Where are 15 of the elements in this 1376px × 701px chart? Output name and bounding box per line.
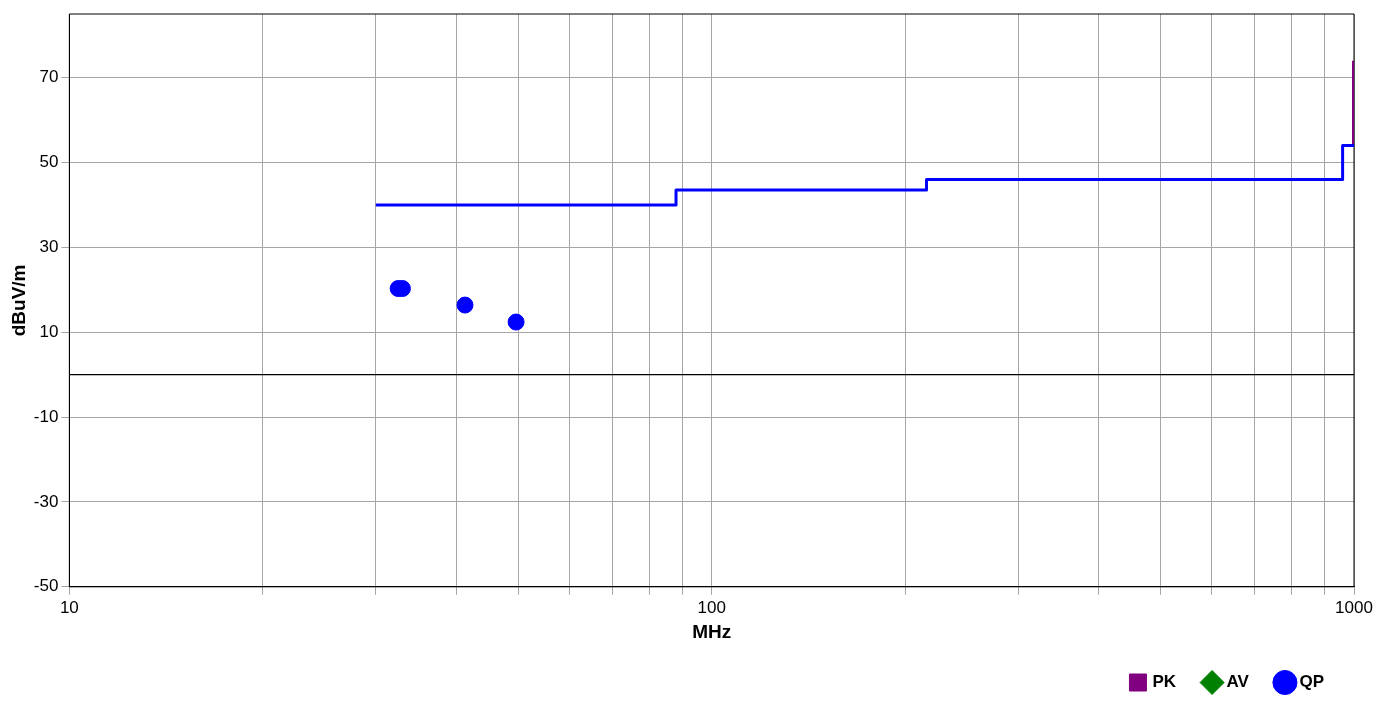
y-tick-label: 50 <box>39 152 59 172</box>
y-axis-title: dBuV/m <box>7 264 29 337</box>
y-tick-label: -50 <box>33 576 59 596</box>
y-tick-label: -30 <box>33 491 59 511</box>
x-tick-label: 10 <box>59 597 79 617</box>
y-tick-label: 70 <box>39 67 59 87</box>
y-tick-label: -10 <box>33 406 59 426</box>
legend-label: QP <box>1299 672 1324 692</box>
x-tick-label: 100 <box>697 597 726 617</box>
legend-label: PK <box>1152 672 1177 692</box>
y-tick-label: 30 <box>39 237 59 257</box>
legend-label: AV <box>1226 672 1250 692</box>
x-axis-title: MHz <box>692 620 732 642</box>
y-tick-label: 10 <box>39 321 59 341</box>
x-tick-label: 1000 <box>1335 597 1373 617</box>
